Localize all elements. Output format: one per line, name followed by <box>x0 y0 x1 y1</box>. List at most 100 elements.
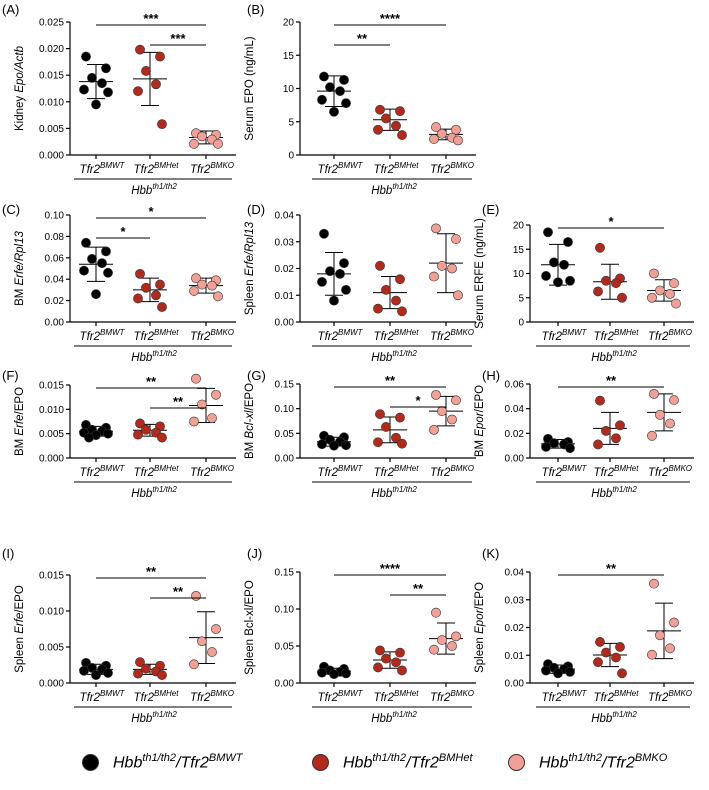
data-point <box>429 271 439 282</box>
significance-label: * <box>148 204 154 219</box>
x-tick-label: Tfr2BMKO <box>648 689 692 704</box>
legend-label-ko: Hbbth1/th2/Tfr2BMKO <box>539 752 668 772</box>
x-tick-label: Tfr2BMWT <box>318 689 364 704</box>
panel-a: (A) 0.000 0.005 0.010 0.015 0.020 0.025 Kidney … <box>2 2 236 197</box>
x-tick-label: Tfr2BMWT <box>318 328 364 343</box>
y-tick-label: 20 <box>283 18 295 29</box>
data-point <box>329 106 339 117</box>
data-point <box>593 657 603 668</box>
y-tick-label: 0.00 <box>275 318 295 329</box>
x-tick-label: Tfr2BMKO <box>190 464 234 479</box>
data-point <box>669 617 679 628</box>
y-tick-label: 0.01 <box>505 651 525 662</box>
legend-label-wt: Hbbth1/th2/Tfr2BMWT <box>113 752 243 772</box>
x-tick-label: Tfr2BMHet <box>374 464 420 479</box>
data-point <box>649 578 659 589</box>
data-point <box>397 130 407 140</box>
y-tick-label: 20 <box>513 221 525 232</box>
data-point <box>329 440 339 451</box>
y-tick-label: 0.10 <box>45 211 65 222</box>
data-point <box>617 292 627 303</box>
group-bracket-label: Hbbth1/th2 <box>591 710 637 725</box>
legend-marker-ko <box>508 753 525 771</box>
y-tick-label: 0.005 <box>39 643 64 654</box>
data-point <box>91 289 101 300</box>
legend-label-het: Hbbth1/th2/Tfr2BMHet <box>343 752 473 772</box>
data-point <box>103 87 113 98</box>
significance-label: ** <box>173 584 184 599</box>
y-tick-label: 0.000 <box>39 454 64 465</box>
significance-label: ** <box>357 31 368 46</box>
panel-label: (H) <box>482 368 500 383</box>
y-tick-label: 0.010 <box>39 607 64 618</box>
data-point <box>391 657 401 668</box>
data-point <box>81 51 91 62</box>
y-tick-label: 0.000 <box>39 679 64 690</box>
y-axis-label: Spleen Erfe/Rpl13 <box>244 221 256 315</box>
panel-label: (G) <box>247 368 266 383</box>
data-point <box>373 662 383 673</box>
data-point <box>647 649 657 660</box>
x-tick-label: Tfr2BMHet <box>134 328 180 343</box>
y-axis-label: BM Erfe/Rpl13 <box>14 231 26 306</box>
x-tick-label: Tfr2BMKO <box>190 328 234 343</box>
data-point <box>451 631 461 642</box>
significance-label: **** <box>380 11 401 26</box>
data-point <box>381 284 391 295</box>
y-tick-label: 0.02 <box>45 296 65 307</box>
data-point <box>601 647 611 658</box>
data-point <box>437 635 447 645</box>
data-point <box>595 242 605 253</box>
significance-label: ** <box>146 564 157 579</box>
data-point <box>84 432 94 443</box>
x-tick-label: Tfr2BMWT <box>318 464 364 479</box>
data-point <box>665 418 675 429</box>
data-point <box>341 98 351 109</box>
x-tick-label: Tfr2BMWT <box>80 464 126 479</box>
x-tick-label: Tfr2BMHet <box>134 689 180 704</box>
data-point <box>431 607 441 618</box>
data-point <box>437 406 447 417</box>
data-point <box>317 94 327 105</box>
data-point <box>617 668 627 679</box>
panel-label: (F) <box>2 368 19 383</box>
data-point <box>375 260 385 271</box>
x-tick-label: Tfr2BMHet <box>594 464 640 479</box>
significance-label: ** <box>385 373 396 388</box>
legend-marker-wt <box>82 753 99 771</box>
data-point <box>563 237 573 247</box>
group-bracket-label: Hbbth1/th2 <box>371 349 417 364</box>
data-point <box>325 266 335 277</box>
data-point <box>541 441 551 452</box>
data-point <box>447 414 457 425</box>
data-point <box>593 286 603 297</box>
group-bracket-label: Hbbth1/th2 <box>131 182 177 197</box>
x-tick-label: Tfr2BMKO <box>190 161 234 176</box>
y-tick-label: 0.00 <box>275 679 295 690</box>
data-point <box>649 388 659 399</box>
data-point <box>133 668 143 679</box>
data-point <box>341 668 351 679</box>
data-point <box>189 416 199 427</box>
data-point <box>395 647 405 658</box>
data-point <box>397 665 407 676</box>
data-point <box>197 131 207 142</box>
data-point <box>429 424 439 435</box>
data-point <box>647 292 657 303</box>
y-tick-label: 0.020 <box>39 44 64 55</box>
data-point <box>553 277 563 288</box>
data-point <box>565 275 575 286</box>
data-point <box>565 667 575 677</box>
data-point <box>397 306 407 317</box>
data-point <box>437 260 447 271</box>
data-point <box>397 438 407 449</box>
x-tick-label: Tfr2BMWT <box>80 328 126 343</box>
data-point <box>157 119 167 130</box>
data-point <box>197 279 207 290</box>
data-point <box>381 422 391 432</box>
data-point <box>141 66 151 76</box>
y-tick-label: 10 <box>283 84 295 95</box>
data-point <box>91 99 101 110</box>
y-tick-label: 15 <box>283 51 295 62</box>
